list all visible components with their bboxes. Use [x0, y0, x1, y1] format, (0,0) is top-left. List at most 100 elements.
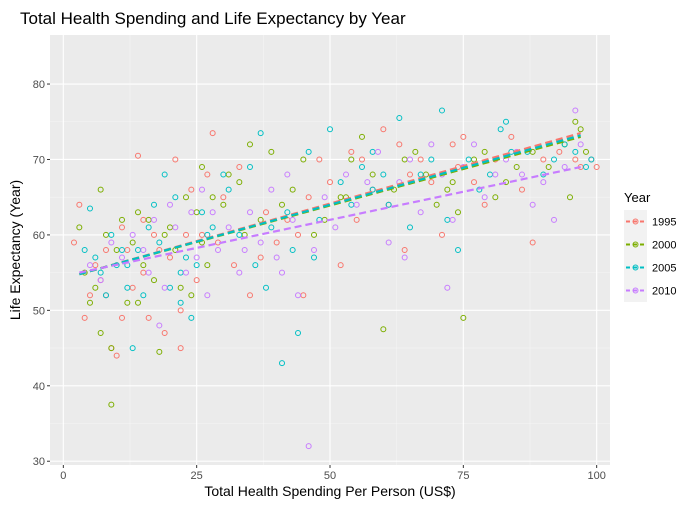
data-point-1995: [305, 194, 312, 201]
data-point-1995: [401, 247, 408, 253]
data-point-2010: [188, 209, 195, 216]
data-point-2000: [92, 284, 99, 291]
data-point-2010: [167, 201, 173, 208]
x-tick-label: 75: [457, 470, 469, 482]
x-tick-label: 50: [324, 470, 336, 482]
data-point-2010: [540, 179, 547, 186]
data-point-2000: [369, 171, 376, 178]
data-point-2005: [87, 205, 93, 212]
data-point-1995: [167, 254, 173, 261]
data-point-1995: [481, 201, 488, 208]
data-point-2010: [353, 201, 360, 208]
data-point-2010: [225, 224, 232, 231]
legend-label-2000: 2000: [652, 240, 676, 252]
data-point-2000: [311, 231, 317, 238]
data-point-2005: [311, 254, 317, 261]
data-point-2010: [257, 239, 264, 246]
data-point-2000: [545, 164, 552, 171]
x-tick-label: 25: [191, 470, 203, 482]
data-point-2005: [172, 194, 179, 201]
legend-label-2010: 2010: [652, 286, 676, 298]
data-point-2000: [129, 239, 136, 246]
data-point-2005: [476, 186, 483, 193]
legend-title: Year: [624, 190, 651, 205]
data-point-2005: [199, 209, 205, 216]
data-point-2005: [289, 247, 296, 253]
data-point-2005: [209, 224, 216, 231]
data-point-2005: [124, 284, 131, 291]
data-point-1995: [449, 141, 456, 148]
data-point-2000: [300, 156, 307, 163]
data-point-1995: [263, 209, 269, 216]
data-point-2000: [567, 194, 573, 201]
data-point-2005: [407, 224, 413, 231]
data-point-2005: [236, 231, 243, 238]
data-point-2005: [188, 314, 195, 321]
data-point-1995: [81, 314, 88, 321]
data-point-2010: [183, 269, 189, 276]
data-point-1995: [273, 239, 280, 246]
data-point-2000: [135, 299, 141, 306]
data-point-2005: [455, 247, 461, 253]
data-point-1995: [193, 277, 200, 284]
data-point-2000: [97, 329, 104, 336]
data-point-2005: [129, 345, 136, 352]
data-point-2005: [279, 360, 285, 367]
data-point-2005: [97, 269, 104, 276]
legend-label-2005: 2005: [652, 263, 676, 275]
data-point-1995: [183, 231, 189, 238]
data-point-2010: [204, 292, 211, 299]
data-point-2010: [284, 171, 291, 178]
x-axis-title: Total Health Spending Per Person (US$): [204, 483, 455, 499]
data-point-2010: [417, 209, 424, 216]
data-point-1995: [327, 179, 333, 186]
data-point-2010: [87, 262, 93, 269]
data-point-2000: [220, 201, 227, 208]
data-point-2010: [199, 186, 205, 193]
data-point-2005: [161, 171, 168, 178]
data-point-1995: [71, 239, 77, 246]
y-tick-label: 70: [33, 154, 45, 166]
data-point-2005: [193, 262, 200, 269]
y-tick-label: 30: [33, 456, 45, 468]
data-point-2010: [321, 194, 328, 201]
data-point-2000: [481, 148, 488, 155]
data-point-2010: [273, 254, 280, 261]
data-point-2000: [119, 216, 125, 223]
data-point-2000: [359, 133, 365, 140]
data-point-2010: [343, 171, 349, 178]
data-point-1995: [508, 133, 515, 140]
legend-key-point: [632, 287, 639, 294]
trend-line-2010: [79, 165, 581, 274]
data-point-2010: [529, 201, 536, 208]
data-point-2005: [92, 254, 99, 261]
data-point-2005: [119, 247, 125, 253]
legend: Year 1995 2000 2005 2010: [624, 190, 676, 302]
data-point-2010: [572, 107, 579, 114]
data-point-1995: [337, 262, 344, 269]
y-axis-title: Life Expectancy (Year): [7, 180, 23, 320]
data-point-2000: [236, 179, 243, 186]
data-point-2005: [103, 292, 109, 299]
data-point-2000: [156, 348, 163, 355]
data-point-2005: [327, 126, 333, 133]
data-point-2000: [412, 148, 419, 155]
data-point-1995: [380, 126, 387, 133]
data-point-1995: [396, 141, 403, 148]
data-point-2010: [241, 247, 248, 253]
data-point-2005: [380, 171, 387, 178]
data-point-2000: [279, 201, 285, 208]
data-point-2005: [284, 209, 291, 216]
trend-line-2005: [79, 134, 581, 276]
data-point-1995: [151, 231, 157, 238]
data-point-2010: [428, 141, 435, 148]
data-point-2010: [492, 171, 499, 178]
data-point-1995: [519, 186, 525, 193]
data-point-2005: [151, 201, 157, 208]
data-point-2005: [561, 141, 568, 148]
data-point-2000: [177, 284, 184, 291]
data-point-2010: [161, 284, 168, 291]
data-point-1995: [103, 247, 109, 253]
y-tick-label: 60: [33, 230, 45, 242]
